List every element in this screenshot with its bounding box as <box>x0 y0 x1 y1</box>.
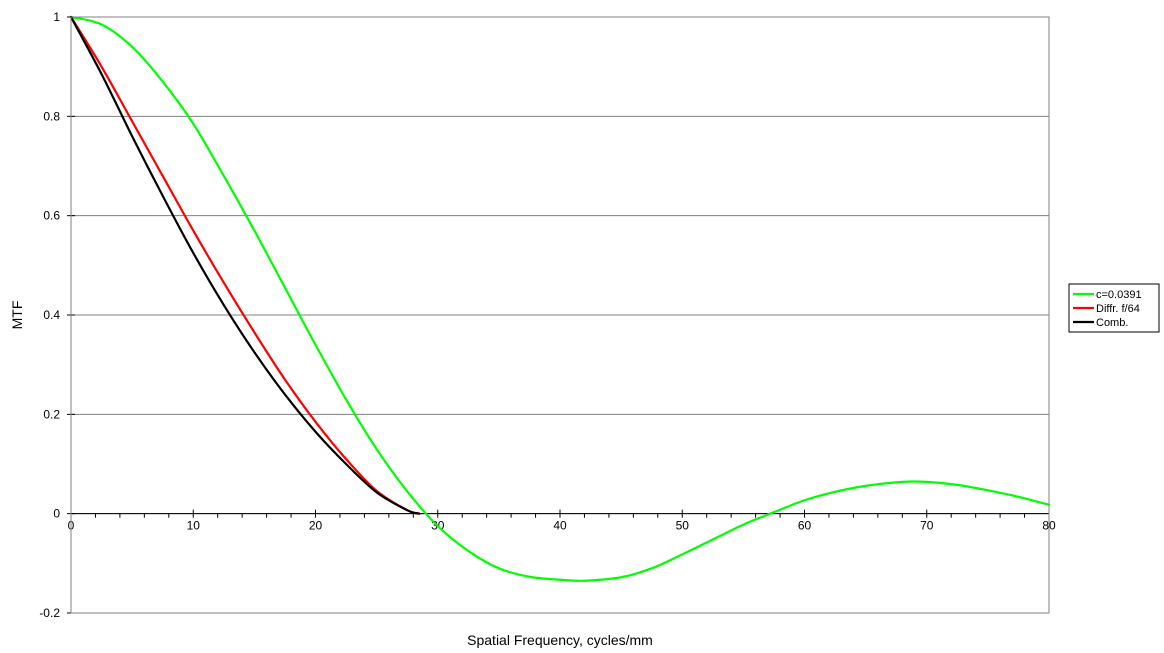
series-line-3 <box>69 15 421 515</box>
legend-label: Diffr. f/64 <box>1096 303 1140 315</box>
plot-border <box>70 16 1050 614</box>
y-tick-label: 1 <box>53 10 60 24</box>
x-tick-label: 50 <box>676 519 690 533</box>
series-line-2 <box>69 15 421 515</box>
series-lines <box>69 15 1051 582</box>
legend-label: Comb. <box>1096 317 1128 329</box>
y-tick-label: 0.8 <box>43 109 60 123</box>
legend-label: c=0.0391 <box>1096 289 1142 301</box>
legend-box <box>1068 283 1160 333</box>
y-tick-label: 0.2 <box>43 407 60 421</box>
y-tick-label: 0.6 <box>43 209 60 223</box>
y-tick-label: -0.2 <box>39 606 60 620</box>
series-line-1 <box>69 15 1051 582</box>
x-tick-label: 60 <box>798 519 812 533</box>
y-tick-label: 0.4 <box>43 308 60 322</box>
x-tick-label: 40 <box>553 519 567 533</box>
legend-items: c=0.0391 Diffr. f/64 Comb. <box>1073 289 1142 329</box>
x-tick-label: 20 <box>309 519 323 533</box>
x-axis-title: Spatial Frequency, cycles/mm <box>467 632 653 648</box>
legend: c=0.0391 Diffr. f/64 Comb. <box>1068 283 1160 333</box>
y-axis-title: MTF <box>9 301 25 330</box>
y-tick-label: 0 <box>53 507 60 521</box>
x-tick-label: 10 <box>187 519 201 533</box>
x-tick-label: 70 <box>920 519 934 533</box>
